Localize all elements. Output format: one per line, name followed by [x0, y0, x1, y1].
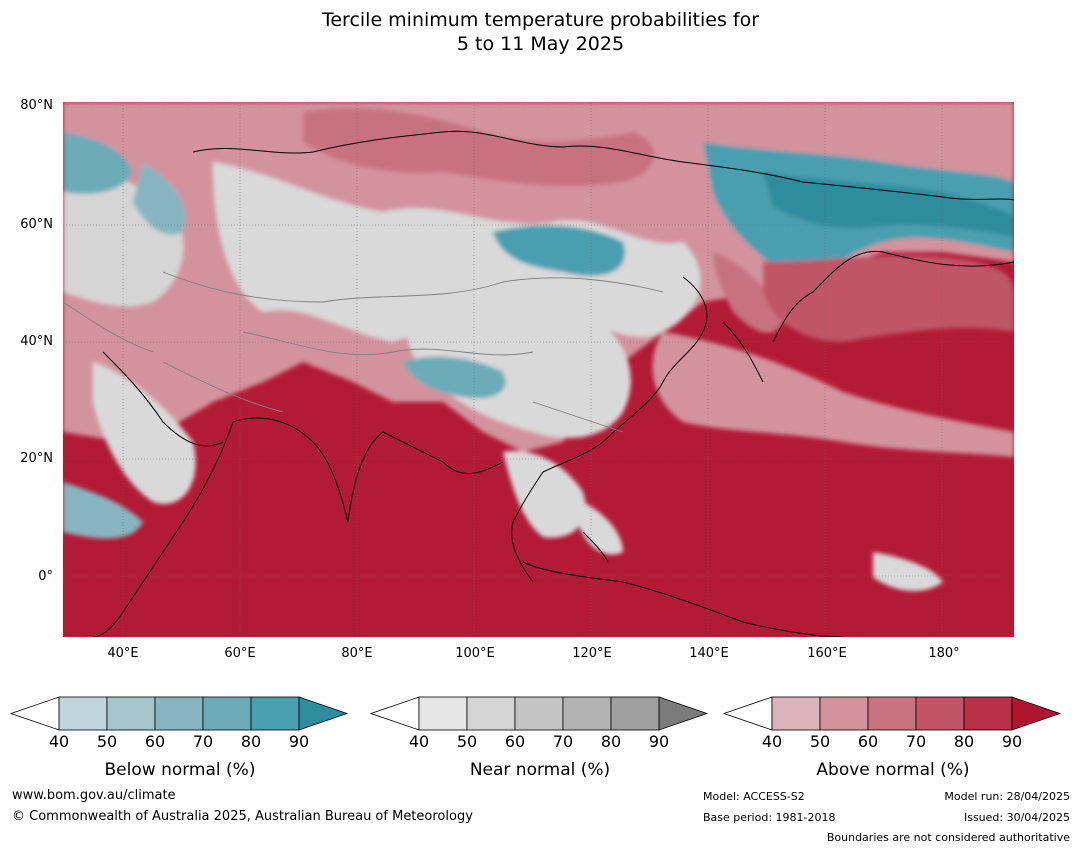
below-tick-60: 60 — [144, 732, 166, 751]
above-tick-60: 60 — [857, 732, 879, 751]
colorbar-segment-1 — [771, 696, 821, 731]
lon-label-160e: 160°E — [807, 646, 847, 661]
near-tick-80: 80 — [600, 732, 622, 751]
lon-label-100e: 100°E — [455, 646, 495, 661]
colorbar-above — [723, 696, 1062, 731]
near-tick-70: 70 — [552, 732, 574, 751]
lat-label-80n: 80°N — [20, 98, 53, 113]
lon-label-40e: 40°E — [107, 646, 139, 661]
colorbar-below-label: Below normal (%) — [104, 760, 256, 780]
colorbar-segment-3 — [154, 696, 204, 731]
above-tick-80: 80 — [953, 732, 975, 751]
colorbar-right-arrow — [1011, 696, 1062, 731]
colorbar-segment-2 — [466, 696, 516, 731]
region-pacific-near-south — [873, 552, 943, 592]
graticule — [63, 102, 1014, 637]
region-mongolia-below — [493, 225, 625, 276]
country-borders — [63, 271, 664, 433]
region-ne-siberia-below-dark — [763, 172, 1014, 237]
website-text: www.bom.gov.au/climate — [12, 788, 176, 803]
region-arabia-near — [93, 362, 196, 504]
below-tick-50: 50 — [96, 732, 118, 751]
colorbar-below-ticks: 40 50 60 70 80 90 — [10, 696, 350, 756]
region-siberia-near — [213, 162, 701, 342]
issued-text: Issued: 30/04/2025 — [963, 811, 1070, 824]
colorbar-segment-2 — [106, 696, 156, 731]
colorbar-segment-2 — [819, 696, 869, 731]
colorbar-below — [10, 696, 349, 731]
colorbar-segment-3 — [867, 696, 917, 731]
title-line-2: 5 to 11 May 2025 — [456, 33, 625, 55]
base-period-text: Base period: 1981-2018 — [703, 811, 836, 824]
near-tick-40: 40 — [408, 732, 430, 751]
above-tick-40: 40 — [761, 732, 783, 751]
region-pacific-north — [763, 255, 1014, 342]
colorbar-segment-5 — [250, 696, 300, 731]
lon-label-180: 180° — [928, 646, 960, 661]
region-scandinavia-below — [133, 162, 186, 235]
colorbar-near — [370, 696, 709, 731]
coastlines — [92, 130, 1014, 637]
lat-label-60n: 60°N — [20, 217, 53, 232]
colorbar-segment-4 — [562, 696, 612, 731]
probability-map — [63, 102, 1014, 637]
lat-label-0: 0° — [38, 569, 53, 584]
colorbar-segment-5 — [610, 696, 660, 731]
lon-label-80e: 80°E — [341, 646, 373, 661]
colorbar-segment-4 — [202, 696, 252, 731]
colorbar-right-arrow — [658, 696, 709, 731]
lon-label-60e: 60°E — [224, 646, 256, 661]
region-pacific-mid-near — [652, 332, 1014, 457]
model-text: Model: ACCESS-S2 — [703, 790, 805, 803]
model-run-text: Model run: 28/04/2025 — [944, 790, 1070, 803]
near-tick-50: 50 — [456, 732, 478, 751]
near-tick-60: 60 — [504, 732, 526, 751]
copyright-text: © Commonwealth of Australia 2025, Austra… — [12, 809, 473, 824]
lat-label-20n: 20°N — [20, 451, 53, 466]
colorbar-segment-4 — [915, 696, 965, 731]
region-japan-red — [713, 252, 783, 333]
colorbar-near-label: Near normal (%) — [469, 760, 611, 780]
near-tick-90: 90 — [648, 732, 670, 751]
chart-title: Tercile minimum temperature probabilitie… — [0, 8, 1081, 56]
below-tick-40: 40 — [48, 732, 70, 751]
colorbar-segment-3 — [514, 696, 564, 731]
region-africa-below — [63, 482, 143, 539]
above-tick-70: 70 — [905, 732, 927, 751]
disclaimer-text: Boundaries are not considered authoritat… — [826, 831, 1070, 844]
colorbar-near-ticks: 40 50 60 70 80 90 — [370, 696, 710, 756]
colorbar-right-arrow — [298, 696, 349, 731]
below-tick-70: 70 — [192, 732, 214, 751]
lon-label-140e: 140°E — [689, 646, 729, 661]
below-tick-90: 90 — [288, 732, 310, 751]
title-line-1: Tercile minimum temperature probabilitie… — [321, 9, 760, 31]
colorbar-segment-5 — [963, 696, 1013, 731]
above-tick-90: 90 — [1001, 732, 1023, 751]
above-tick-50: 50 — [809, 732, 831, 751]
region-europe-below — [63, 132, 133, 194]
below-tick-80: 80 — [240, 732, 262, 751]
lon-label-120e: 120°E — [572, 646, 612, 661]
region-philippines-near — [578, 502, 623, 555]
colorbar-segment-1 — [418, 696, 468, 731]
colorbar-above-ticks: 40 50 60 70 80 90 — [723, 696, 1063, 756]
region-china-near — [406, 297, 631, 438]
region-arctic-red — [303, 108, 655, 187]
colorbar-above-label: Above normal (%) — [816, 760, 970, 780]
region-tibet-below — [403, 356, 506, 399]
region-indochina-near — [503, 451, 586, 538]
lat-label-40n: 40°N — [20, 334, 53, 349]
